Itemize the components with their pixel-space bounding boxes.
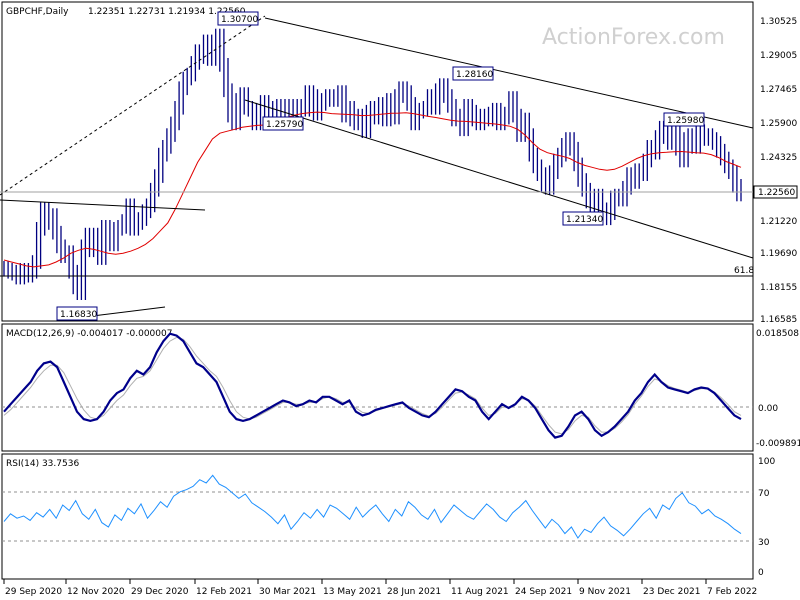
- x-tick-label: 7 Feb 2022: [707, 587, 757, 597]
- fib-level-label: 61.8: [734, 266, 754, 276]
- x-tick-label: 29 Dec 2020: [131, 587, 189, 597]
- ohlc-readout: 1.22351 1.22731 1.21934 1.22560: [88, 7, 246, 17]
- x-tick-label: 12 Feb 2021: [196, 587, 252, 597]
- annotation-low-1-16830: 1.16830: [56, 306, 98, 321]
- rsi-y-tick: 100: [758, 457, 775, 467]
- rsi-line: [3, 474, 742, 539]
- x-tick-label: 9 Nov 2021: [579, 587, 631, 597]
- macd-lines: [3, 332, 742, 439]
- svg-text:1.28160: 1.28160: [456, 70, 493, 80]
- macd-title: MACD(12,26,9) -0.004017 -0.000007: [6, 329, 172, 339]
- rsi-series: [3, 474, 742, 539]
- channel-lower-line: [244, 99, 754, 259]
- price-axis: 1.30525 1.29005 1.27465 1.25900 1.24325 …: [753, 17, 798, 325]
- macd-y-tick: 0.018508: [756, 329, 799, 339]
- rsi-title: RSI(14) 33.7536: [6, 459, 79, 469]
- annotation-high-1-28160: 1.28160: [452, 66, 494, 81]
- date-axis: 29 Sep 2020 12 Nov 2020 29 Dec 2020 12 Feb …: [2, 578, 757, 597]
- y-tick: 1.18155: [760, 283, 797, 293]
- y-tick: 1.29005: [760, 51, 797, 61]
- channel-upper-line: [264, 17, 754, 129]
- y-tick: 1.25900: [760, 119, 797, 129]
- moving-average-line: [3, 111, 742, 268]
- x-tick-label: 12 Nov 2020: [67, 587, 125, 597]
- price-bars: [3, 28, 742, 300]
- svg-text:1.21340: 1.21340: [566, 215, 603, 225]
- svg-text:1.25790: 1.25790: [266, 120, 303, 130]
- macd-series: [3, 332, 742, 439]
- dashed-trendline: [0, 15, 266, 196]
- x-tick-label: 23 Dec 2021: [643, 587, 701, 597]
- svg-text:1.16830: 1.16830: [60, 310, 97, 320]
- y-tick: 1.16585: [760, 315, 797, 325]
- sma-series: [3, 111, 742, 268]
- svg-text:1.30700: 1.30700: [221, 15, 258, 25]
- y-tick: 1.21220: [760, 217, 797, 227]
- watermark: ActionForex.com: [542, 25, 725, 50]
- main-title: GBPCHF,Daily: [6, 7, 69, 17]
- current-price-tag: 1.22560: [758, 188, 795, 198]
- annotation-high-1-30700: 1.30700: [217, 11, 259, 26]
- macd-y-tick: -0.009891: [756, 439, 800, 449]
- macd-pane: MACD(12,26,9) -0.004017 -0.000007 0.0185…: [1, 323, 800, 452]
- y-tick: 1.19690: [760, 249, 797, 259]
- triangle-upper-line: [0, 199, 206, 211]
- rsi-y-tick: 70: [758, 489, 770, 499]
- annotation-high-1-25980: 1.25980: [663, 112, 705, 127]
- y-tick: 1.24325: [760, 153, 797, 163]
- svg-text:1.25980: 1.25980: [667, 116, 704, 126]
- rsi-pane: RSI(14) 33.7536 100 70 30 0: [1, 453, 775, 580]
- annotation-low-1-21340: 1.21340: [562, 211, 604, 226]
- x-tick-label: 28 Jun 2021: [387, 587, 441, 597]
- x-tick-label: 24 Sep 2021: [515, 587, 572, 597]
- y-tick: 1.30525: [760, 17, 797, 27]
- rsi-y-tick: 0: [758, 568, 764, 578]
- annotation-low-1-25790: 1.25790: [262, 116, 304, 131]
- x-tick-label: 11 Aug 2021: [451, 587, 509, 597]
- macd-y-tick: 0.00: [758, 404, 778, 414]
- x-tick-label: 13 May 2021: [323, 587, 382, 597]
- rsi-y-tick: 30: [758, 538, 770, 548]
- x-tick-label: 29 Sep 2020: [5, 587, 62, 597]
- price-pane: ActionForex.com GBPCHF,Daily 1.22351 1.2…: [0, 1, 798, 325]
- x-tick-label: 30 Mar 2021: [259, 587, 316, 597]
- y-tick: 1.27465: [760, 85, 797, 95]
